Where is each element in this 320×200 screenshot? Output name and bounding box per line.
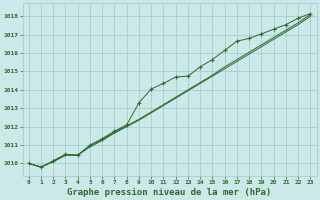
X-axis label: Graphe pression niveau de la mer (hPa): Graphe pression niveau de la mer (hPa)	[68, 188, 272, 197]
